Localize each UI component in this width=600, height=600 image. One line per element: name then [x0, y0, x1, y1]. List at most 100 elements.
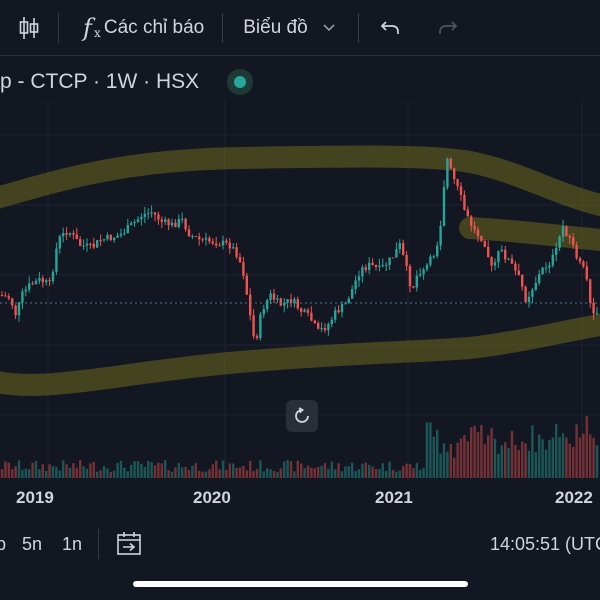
candle-body — [439, 225, 442, 246]
volume-bar — [119, 460, 123, 478]
volume-bar — [187, 470, 191, 478]
candle-body — [24, 289, 27, 292]
volume-bar — [14, 466, 17, 478]
volume-bar — [578, 437, 582, 478]
volume-bar — [218, 469, 221, 478]
candle-body — [191, 236, 194, 238]
price-chart[interactable] — [0, 100, 600, 510]
candle-body — [109, 235, 112, 241]
candle-body — [585, 266, 588, 280]
volume-bar — [344, 466, 347, 478]
undo-button[interactable] — [359, 0, 419, 56]
candle-body — [51, 271, 55, 282]
candle-body — [218, 245, 221, 247]
candle-body — [595, 313, 599, 315]
volume-bar — [266, 468, 269, 478]
volume-bar — [480, 425, 483, 478]
volume-bar — [544, 449, 548, 478]
candle-body — [21, 291, 24, 303]
candle-body — [289, 299, 293, 304]
range-button[interactable]: p — [0, 533, 7, 554]
candle-body — [534, 283, 537, 290]
candle-body — [0, 295, 4, 296]
candle-body — [147, 213, 150, 215]
candle-body — [198, 236, 201, 240]
volume-bar — [153, 465, 157, 478]
candle-body — [405, 255, 408, 266]
candle-body — [228, 242, 231, 249]
toolbar-divider — [222, 12, 224, 43]
candle-body — [422, 269, 425, 275]
range-button-5n[interactable]: 5n — [22, 533, 43, 554]
volume-bar — [575, 424, 578, 478]
candle-body — [334, 310, 337, 320]
market-status-icon — [227, 69, 254, 95]
toolbar-divider — [357, 12, 359, 43]
home-indicator — [133, 581, 468, 587]
volume-bar — [402, 466, 405, 478]
volume-bar — [45, 470, 48, 478]
candle-body — [4, 295, 7, 297]
trend-band-lower — [0, 314, 600, 396]
volume-bar — [514, 445, 517, 478]
chart-type-dropdown[interactable]: Biểu đồ — [223, 0, 357, 56]
candle-body — [361, 267, 364, 277]
candle-body — [470, 216, 473, 226]
volume-bar — [92, 462, 95, 478]
volume-bar — [323, 463, 327, 478]
volume-bar — [391, 469, 395, 478]
volume-bar — [364, 462, 367, 478]
volume-bar — [181, 467, 184, 478]
candle-body — [201, 239, 204, 241]
volume-bar — [500, 445, 503, 478]
redo-icon — [438, 20, 457, 34]
volume-bar — [75, 467, 78, 478]
volume-bar — [527, 450, 531, 478]
volume-bar — [21, 469, 24, 478]
candle-body — [221, 240, 225, 246]
candle-body — [211, 241, 214, 244]
candle-body — [561, 226, 565, 237]
candle-body — [381, 265, 384, 267]
volume-bar — [276, 471, 279, 478]
candle-body — [419, 274, 422, 276]
chart-style-button[interactable] — [0, 0, 58, 56]
volume-bar — [85, 468, 89, 478]
candle-body — [303, 309, 306, 312]
candle-body — [259, 314, 262, 339]
volume-bar — [521, 441, 524, 478]
volume-bar — [140, 463, 143, 478]
volume-bar — [510, 430, 514, 478]
candle-body — [41, 278, 44, 283]
candle-body — [388, 257, 391, 265]
candle-body — [232, 247, 235, 249]
volume-bar — [534, 452, 537, 478]
redo-button[interactable] — [419, 0, 477, 56]
candle-body — [473, 225, 476, 230]
range-button-1n[interactable]: 1n — [62, 533, 83, 554]
year-label: 2020 — [193, 488, 231, 507]
volume-bar — [228, 463, 231, 478]
volume-bar — [466, 441, 469, 478]
clock-time[interactable]: 14:05:51 (UTC — [489, 533, 600, 554]
volume-bar — [99, 470, 102, 478]
candle-body — [592, 302, 595, 314]
volume-bar — [483, 444, 486, 478]
reset-chart-button[interactable] — [286, 400, 318, 432]
candle-body — [517, 270, 520, 276]
volume-bar — [361, 463, 364, 478]
volume-bar — [255, 469, 259, 478]
candle-body — [531, 289, 534, 297]
candle-body — [293, 299, 296, 304]
volume-bar — [592, 437, 595, 478]
volume-bar — [259, 460, 262, 478]
candle-body — [558, 236, 561, 248]
candle-body — [548, 265, 551, 268]
candle-body — [572, 237, 575, 246]
volume-bar — [174, 467, 177, 478]
candle-body — [204, 237, 208, 240]
go-to-date-icon[interactable] — [115, 530, 143, 558]
symbol-title[interactable]: p - CTCP · 1W · HSX — [0, 70, 200, 93]
